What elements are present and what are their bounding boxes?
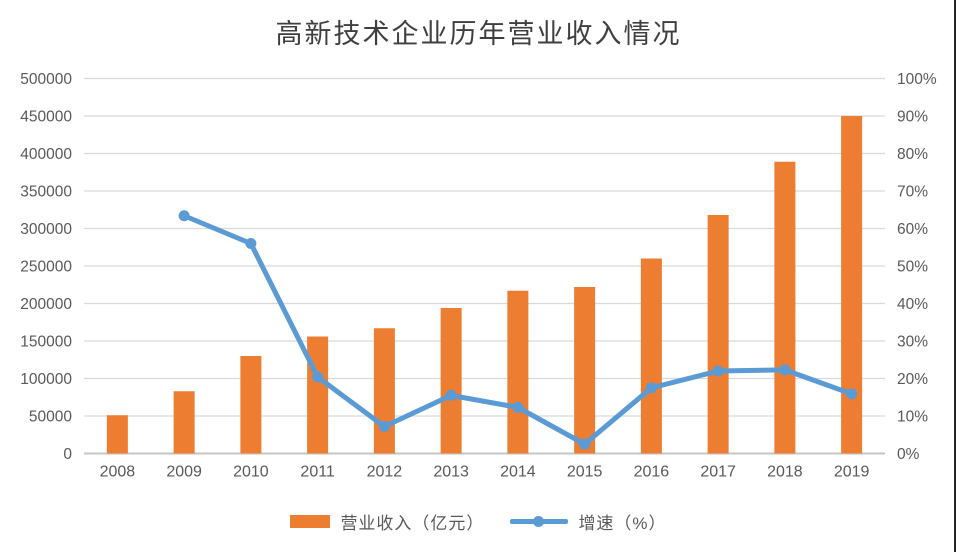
page-right-border	[954, 0, 956, 552]
left-axis-tick-label: 450000	[20, 109, 72, 126]
legend-bar-label: 营业收入（亿元）	[340, 514, 485, 533]
revenue-bar	[106, 415, 128, 454]
left-axis-tick-label: 100000	[20, 371, 72, 388]
revenue-bar	[640, 258, 662, 454]
revenue-bar	[574, 287, 596, 454]
left-axis-tick-label: 150000	[20, 334, 72, 351]
left-axis-tick-label: 350000	[20, 184, 72, 201]
right-axis-tick-label: 70%	[897, 184, 928, 201]
legend-bar-swatch-icon	[290, 515, 331, 528]
right-axis-tick-label: 20%	[897, 371, 928, 388]
growth-line-marker	[178, 210, 190, 222]
left-axis-tick-label: 0	[63, 446, 72, 463]
legend-line-swatch-icon	[510, 515, 569, 528]
x-axis-category-label: 2015	[567, 464, 603, 481]
left-axis-tick-label: 250000	[20, 259, 72, 276]
growth-line-marker	[312, 371, 324, 383]
right-axis-tick-label: 50%	[897, 259, 928, 276]
left-axis-tick-label: 50000	[29, 409, 72, 426]
left-axis-tick-label: 200000	[20, 296, 72, 313]
growth-line-marker	[712, 365, 724, 377]
x-axis-category-label: 2019	[834, 464, 870, 481]
right-axis-tick-label: 40%	[897, 296, 928, 313]
growth-line-marker	[512, 401, 524, 413]
revenue-bar	[440, 308, 462, 454]
right-axis-tick-label: 90%	[897, 109, 928, 126]
growth-line-marker	[378, 421, 390, 432]
growth-line-marker	[645, 382, 657, 394]
right-axis-tick-label: 100%	[897, 71, 937, 88]
x-axis-category-label: 2016	[634, 464, 670, 481]
growth-line-marker	[579, 438, 591, 450]
right-axis-tick-label: 0%	[897, 446, 920, 463]
revenue-bar	[774, 161, 796, 454]
revenue-bar	[841, 116, 863, 454]
x-axis-category-label: 2014	[500, 464, 536, 481]
right-axis-tick-label: 10%	[897, 409, 928, 426]
x-axis-category-label: 2018	[767, 464, 803, 481]
x-axis-category-label: 2012	[367, 464, 403, 481]
x-axis-category-label: 2010	[233, 464, 269, 481]
left-axis-tick-label: 300000	[20, 221, 72, 238]
growth-line-marker	[779, 364, 791, 376]
x-axis-category-label: 2011	[300, 464, 335, 481]
revenue-bar	[240, 356, 262, 454]
x-axis-category-label: 2009	[166, 464, 202, 481]
growth-line-marker	[245, 238, 257, 249]
left-axis-tick-label: 500000	[20, 71, 72, 88]
legend: 营业收入（亿元） 增速（%）	[0, 509, 957, 534]
growth-line-marker	[445, 389, 457, 401]
growth-line-marker	[846, 388, 858, 400]
legend-line-label: 增速（%）	[578, 514, 667, 533]
revenue-bar	[173, 391, 195, 454]
revenue-bar	[507, 290, 529, 454]
right-axis-tick-label: 60%	[897, 221, 928, 238]
right-axis-tick-label: 80%	[897, 146, 928, 163]
chart-title: 高新技术企业历年营业收入情况	[275, 19, 682, 49]
revenue-bar	[307, 336, 329, 454]
right-axis-tick-label: 30%	[897, 334, 928, 351]
x-axis-category-label: 2013	[433, 464, 469, 481]
revenue-bar	[707, 215, 729, 454]
left-axis-tick-label: 400000	[20, 146, 72, 163]
x-axis-category-label: 2008	[100, 464, 136, 481]
revenue-bar	[373, 328, 395, 454]
x-axis-category-label: 2017	[700, 464, 736, 481]
